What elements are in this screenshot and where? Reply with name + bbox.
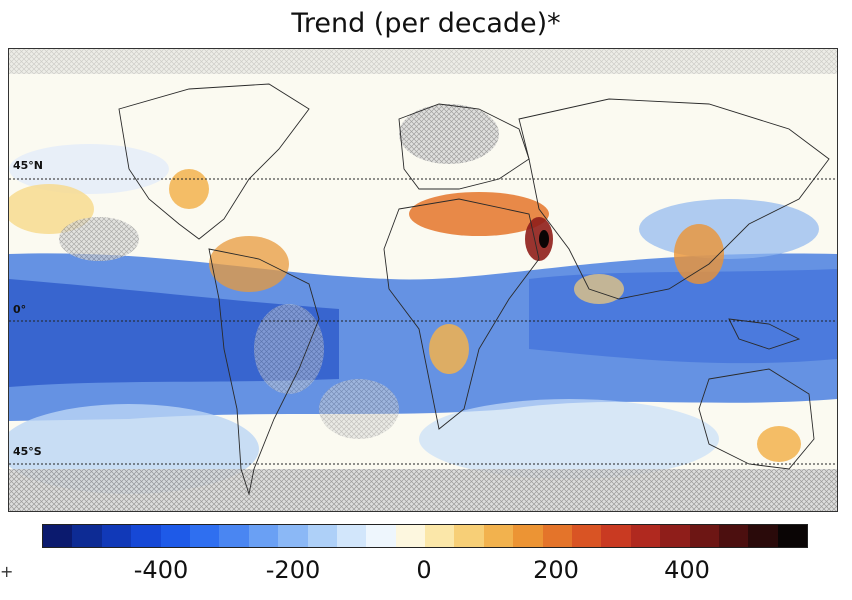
south-indian-light bbox=[419, 399, 719, 479]
amazon-warm bbox=[209, 236, 289, 292]
colorbar-segment bbox=[454, 525, 484, 547]
colorbar-tick: 400 bbox=[664, 556, 710, 584]
pacific-warm bbox=[9, 184, 94, 234]
north-pacific-east-light bbox=[9, 144, 169, 194]
north-pacific-west-blue bbox=[639, 199, 819, 259]
north-america-warm bbox=[169, 169, 209, 209]
central-africa-warm bbox=[429, 324, 469, 374]
map-title: Trend (per decade)* bbox=[291, 8, 561, 39]
colorbar-segment bbox=[395, 525, 426, 547]
south-america-outline bbox=[208, 248, 320, 496]
colorbar-segment bbox=[513, 525, 543, 547]
indonesia-outline bbox=[728, 318, 801, 350]
middle-east-max bbox=[539, 230, 549, 248]
colorbar-segment bbox=[131, 525, 161, 547]
colorbar-segment bbox=[718, 525, 749, 547]
map-canvas bbox=[9, 49, 837, 511]
trend-map: 45°N 0° 45°S bbox=[8, 48, 838, 512]
arctic-hatching bbox=[9, 49, 837, 74]
mediterranean-warm bbox=[409, 192, 549, 236]
southern-ocean-hatching bbox=[9, 469, 837, 511]
colorbar-segment bbox=[777, 525, 808, 547]
colorbar-tick: -400 bbox=[133, 556, 189, 584]
colorbar-segment bbox=[72, 525, 102, 547]
east-asia-warm bbox=[674, 224, 724, 284]
south-atlantic-hatching bbox=[319, 379, 399, 439]
coastlines bbox=[118, 83, 830, 496]
colorbar-tick: 0 bbox=[416, 556, 432, 584]
colorbar-segment bbox=[278, 525, 308, 547]
colorbar-segment bbox=[219, 525, 249, 547]
colorbar-segment bbox=[307, 525, 337, 547]
indian-ocean-negative bbox=[529, 269, 837, 364]
australia-se-warm bbox=[757, 426, 801, 462]
europe-hatching bbox=[399, 104, 499, 164]
colorbar-segment bbox=[189, 525, 220, 547]
colorbar-segment bbox=[689, 525, 719, 547]
north-america-outline bbox=[118, 83, 310, 240]
india-warm bbox=[574, 274, 624, 304]
colorbar-segment bbox=[160, 525, 190, 547]
lat-label-45n: 45°N bbox=[13, 159, 44, 172]
colorbar-segment bbox=[101, 525, 132, 547]
colorbar-segment bbox=[542, 525, 573, 547]
colorbar-segment bbox=[660, 525, 690, 547]
colorbar-segment bbox=[748, 525, 778, 547]
colorbar-segment bbox=[336, 525, 367, 547]
colorbar-segment bbox=[483, 525, 514, 547]
lat-label-45s: 45°S bbox=[13, 445, 42, 458]
europe-outline bbox=[398, 103, 530, 190]
africa-outline bbox=[383, 198, 540, 430]
colorbar-segment bbox=[601, 525, 631, 547]
colorbar-segment bbox=[248, 525, 279, 547]
colorbar-segment bbox=[366, 525, 396, 547]
colorbar-segment bbox=[425, 525, 455, 547]
south-america-hatching bbox=[254, 304, 324, 394]
colorbar-segment bbox=[43, 525, 73, 547]
colorbar-segment bbox=[572, 525, 602, 547]
colorbar-tick: -200 bbox=[265, 556, 321, 584]
lat-label-equator: 0° bbox=[13, 303, 27, 316]
colorbar-tick: 200 bbox=[533, 556, 579, 584]
colorbar bbox=[42, 524, 808, 548]
pacific-hatching bbox=[59, 217, 139, 261]
australia-outline bbox=[698, 368, 815, 470]
colorbar-segment bbox=[630, 525, 661, 547]
asia-outline bbox=[518, 98, 830, 300]
colorbar-extend-glyph: + bbox=[0, 562, 14, 581]
